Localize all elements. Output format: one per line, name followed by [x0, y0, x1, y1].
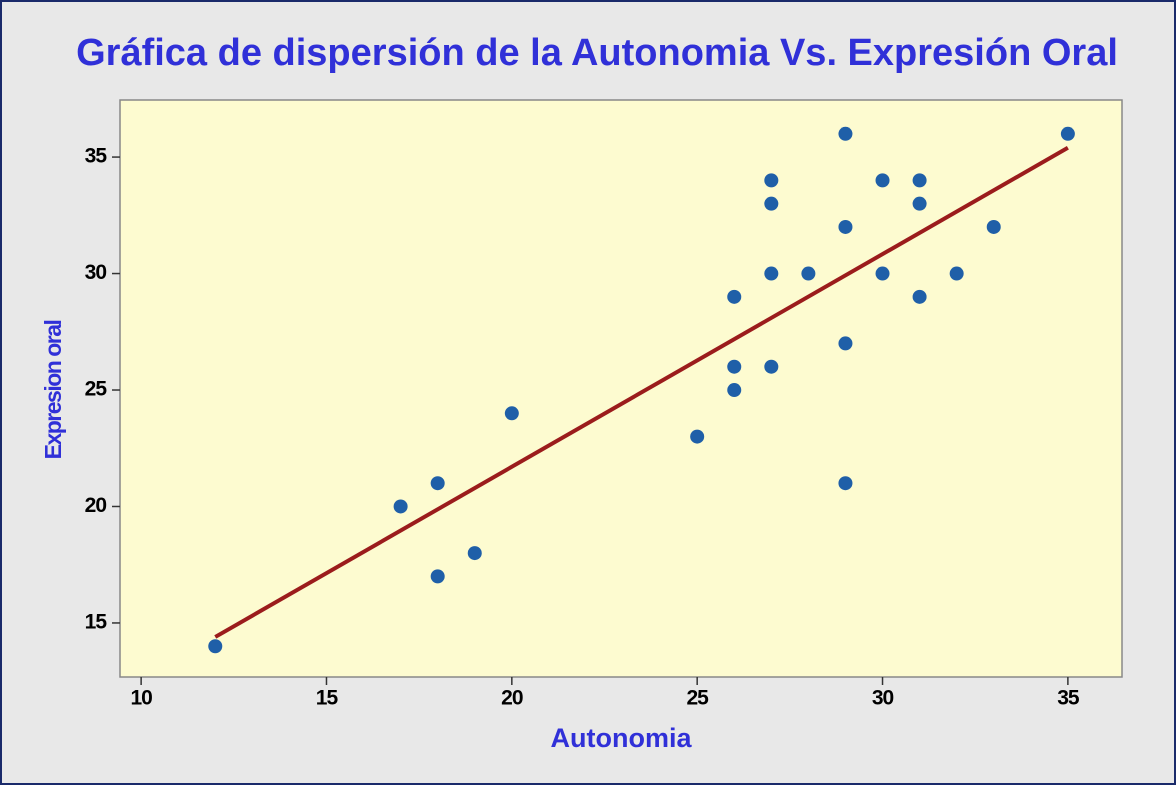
- point: [838, 336, 853, 351]
- x-tick-label: 15: [316, 687, 339, 710]
- point: [912, 173, 927, 188]
- y-tick-label: 15: [85, 611, 108, 634]
- x-tick-label: 20: [501, 687, 523, 710]
- point: [838, 219, 853, 234]
- fit-line: [214, 146, 1069, 639]
- plot-area: [119, 99, 1123, 678]
- y-axis-label: Expresion oral: [40, 321, 66, 460]
- point: [801, 266, 816, 281]
- point: [764, 196, 779, 211]
- chart-title: Gráfica de dispersión de la Autonomia Vs…: [76, 32, 1118, 74]
- point: [912, 289, 927, 304]
- point: [727, 383, 742, 398]
- point: [467, 546, 482, 561]
- point: [838, 476, 853, 491]
- point: [912, 196, 927, 211]
- point: [504, 406, 519, 421]
- y-tick-label: 30: [85, 261, 107, 284]
- point: [838, 126, 853, 141]
- y-tick-label: 20: [85, 494, 107, 517]
- x-tick-label: 10: [130, 687, 152, 710]
- point: [430, 569, 445, 584]
- point: [430, 476, 445, 491]
- point: [875, 173, 890, 188]
- x-tick-label: 30: [872, 687, 894, 710]
- point: [986, 219, 1001, 234]
- x-axis-label: Autonomia: [551, 723, 693, 753]
- point: [727, 359, 742, 374]
- point: [949, 266, 964, 281]
- point: [393, 499, 408, 514]
- point: [764, 359, 779, 374]
- point: [1060, 126, 1075, 141]
- y-tick-label: 35: [85, 145, 108, 168]
- x-tick-label: 25: [686, 687, 709, 710]
- x-tick-label: 35: [1057, 687, 1080, 710]
- point: [764, 173, 779, 188]
- point: [764, 266, 779, 281]
- point: [690, 429, 705, 444]
- point: [208, 639, 223, 654]
- y-tick-label: 25: [85, 378, 108, 401]
- point: [727, 289, 742, 304]
- point: [875, 266, 890, 281]
